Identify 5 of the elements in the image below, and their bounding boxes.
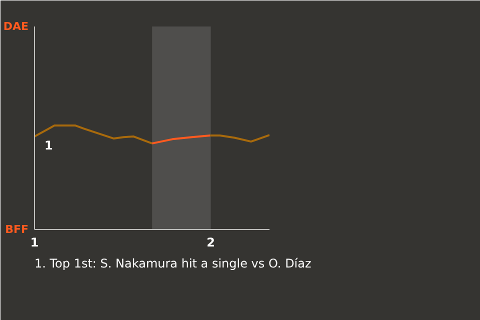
text: 1. Top 1st: S. Nakamura hit a single vs O. Díaz [34, 256, 312, 270]
text: BFF [5, 223, 29, 236]
text: DAE [3, 20, 29, 33]
x-tick-label: 2 [206, 236, 215, 250]
annotation: 1 [44, 138, 53, 152]
